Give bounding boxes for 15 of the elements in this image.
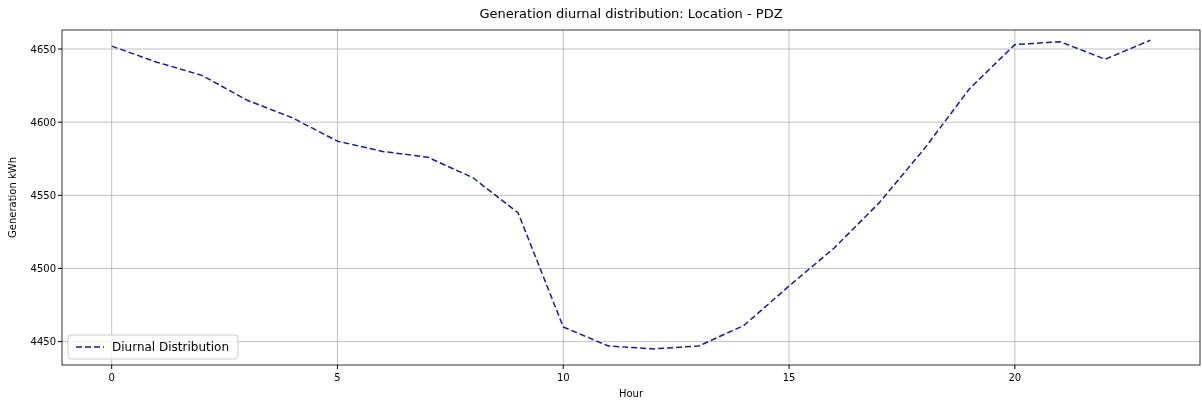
- legend-label: Diurnal Distribution: [112, 340, 230, 354]
- chart-title: Generation diurnal distribution: Location - PDZ: [479, 6, 783, 21]
- line-series: [110, 39, 1152, 350]
- y-tick-label: 4650: [30, 43, 56, 55]
- x-tick-label: 15: [782, 372, 796, 383]
- y-tick-label: 4500: [30, 262, 56, 274]
- y-tick-label: 4450: [30, 336, 56, 348]
- y-axis-title: Generation kWh: [7, 157, 18, 238]
- y-tick-label: 4550: [30, 189, 56, 201]
- x-tick-label: 10: [556, 372, 570, 383]
- x-tick-label: 0: [108, 372, 115, 383]
- y-tick-label: 4600: [30, 116, 56, 128]
- x-tick-label: 20: [1008, 372, 1022, 383]
- x-tick-label: 5: [334, 372, 341, 383]
- x-axis-title: Hour: [618, 388, 644, 399]
